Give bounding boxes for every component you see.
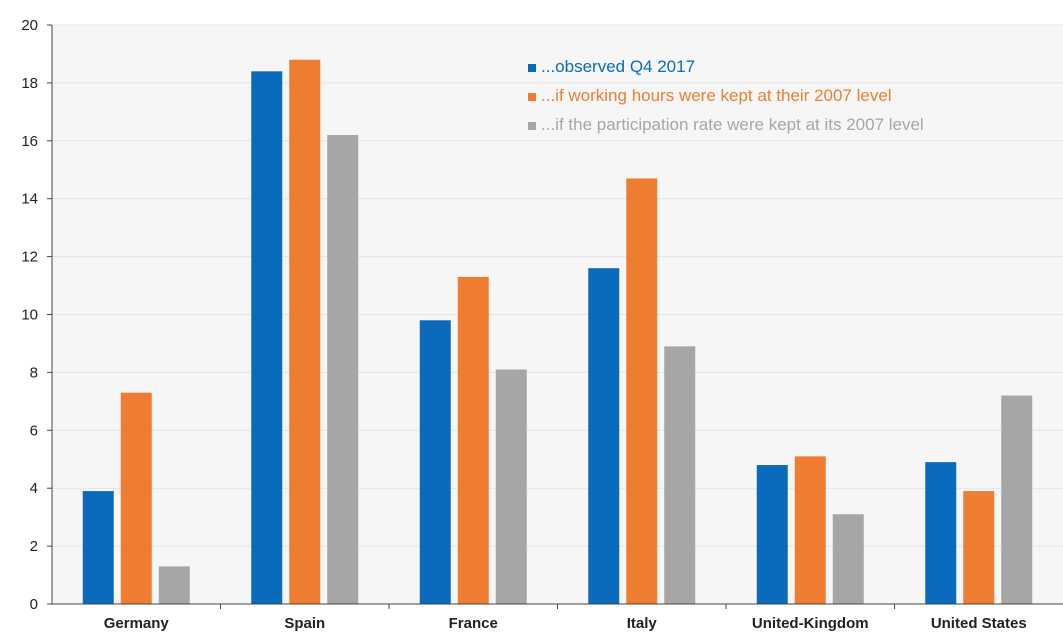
bar bbox=[327, 135, 359, 604]
gridlines bbox=[52, 24, 1063, 547]
y-tick-label: 8 bbox=[30, 364, 38, 381]
bar bbox=[82, 491, 114, 604]
legend-label: ...if the participation rate were kept a… bbox=[541, 115, 924, 134]
x-axis-labels: Germany Spain France Italy United-Kingdom Uni… bbox=[104, 615, 1027, 632]
y-tick-label: 16 bbox=[21, 133, 38, 150]
y-tick-label: 6 bbox=[30, 422, 38, 439]
legend-swatch bbox=[528, 122, 536, 130]
y-tick-label: 10 bbox=[21, 307, 38, 324]
bar bbox=[832, 514, 864, 604]
bar bbox=[794, 456, 826, 604]
y-tick-label: 18 bbox=[21, 75, 38, 92]
y-tick-label: 12 bbox=[21, 249, 38, 266]
bar bbox=[925, 462, 957, 604]
legend-swatch bbox=[528, 64, 536, 72]
bar bbox=[963, 491, 995, 604]
bar bbox=[251, 71, 283, 604]
x-tick-label: France bbox=[449, 615, 498, 632]
bar bbox=[158, 566, 190, 604]
x-tick-label: Italy bbox=[627, 615, 658, 632]
legend-swatch bbox=[528, 93, 536, 101]
bar bbox=[419, 320, 451, 604]
bar bbox=[495, 369, 527, 604]
bar bbox=[457, 276, 489, 604]
bar bbox=[120, 392, 152, 604]
y-tick-label: 2 bbox=[30, 538, 38, 555]
bar bbox=[588, 268, 620, 604]
x-tick-label: United States bbox=[931, 615, 1027, 632]
y-tick-label: 4 bbox=[30, 480, 38, 497]
bar bbox=[1001, 395, 1033, 604]
legend-label: ...observed Q4 2017 bbox=[541, 57, 695, 76]
y-axis-ticks: 0 2 4 6 8 10 12 14 16 18 20 bbox=[21, 17, 52, 613]
y-tick-label: 14 bbox=[21, 191, 38, 208]
y-tick-label: 0 bbox=[30, 596, 38, 613]
x-tick-label: Germany bbox=[104, 615, 170, 632]
x-tick-label: United-Kingdom bbox=[752, 615, 869, 632]
bar bbox=[626, 178, 658, 604]
legend: ...observed Q4 2017 ...if working hours w… bbox=[528, 57, 924, 134]
x-tick-label: Spain bbox=[284, 615, 325, 632]
bar bbox=[289, 59, 321, 605]
x-axis-ticks bbox=[220, 604, 895, 609]
bar bbox=[756, 465, 788, 604]
bar bbox=[664, 346, 696, 604]
bars bbox=[82, 59, 1033, 605]
y-tick-label: 20 bbox=[21, 17, 38, 34]
legend-label: ...if working hours were kept at their 2… bbox=[541, 86, 892, 105]
